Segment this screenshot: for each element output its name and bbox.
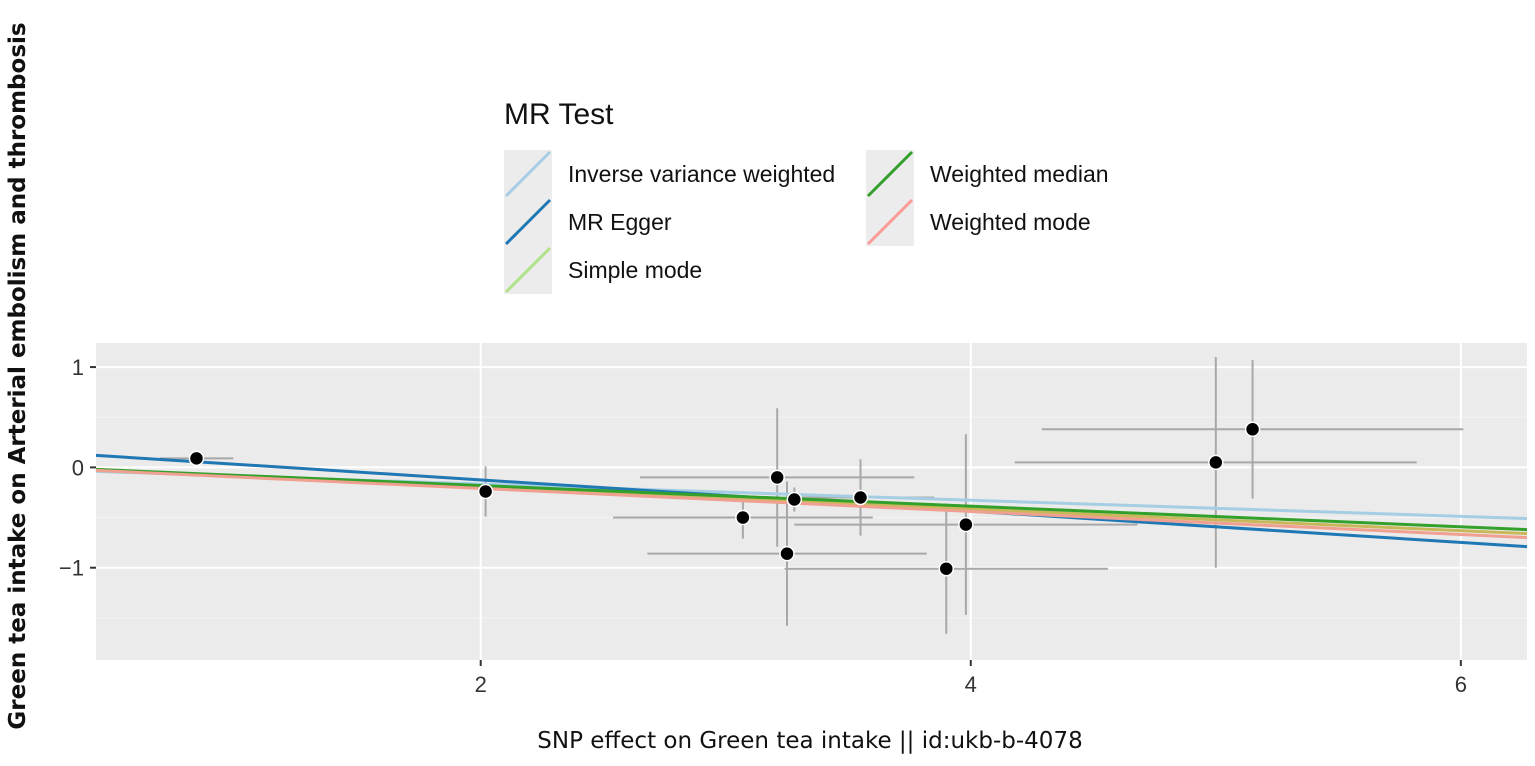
data-point [769, 469, 785, 486]
legend-item-simple-mode: Simple mode [504, 246, 702, 294]
data-point [852, 489, 869, 506]
legend-label: Weighted mode [930, 208, 1091, 235]
legend-key-simple-mode-icon [504, 246, 552, 294]
gridlines [96, 343, 1527, 660]
legend-key-weighted-mode-icon [866, 198, 914, 246]
data-point [188, 450, 205, 467]
y-tick-label: 0 [72, 455, 84, 480]
x-tick-label: 2 [475, 672, 487, 697]
data-point [938, 560, 955, 577]
legend-item-mr-egger: MR Egger [504, 198, 672, 246]
mr-line [95, 467, 1528, 532]
data-point [477, 483, 494, 500]
axis-ticks: 2 4 6 1 0 −1 [59, 355, 1467, 697]
data-point [779, 545, 795, 562]
data-point [735, 509, 751, 526]
data-point [958, 516, 974, 533]
legend-item-weighted-median: Weighted median [866, 150, 1109, 198]
data-points [188, 421, 1261, 577]
legend-key-mr-egger-icon [504, 198, 552, 246]
x-axis-title: SNP effect on Green tea intake || id:ukb… [537, 728, 1083, 754]
legend-label: Simple mode [568, 256, 703, 283]
regression-lines [95, 453, 1528, 549]
legend-title: MR Test [504, 98, 614, 131]
data-point [1208, 454, 1224, 471]
legend-key-weighted-median-icon [866, 150, 914, 198]
y-axis-title: Green tea intake on Arterial embolism an… [5, 22, 31, 730]
legend-label: MR Egger [568, 208, 672, 235]
legend-label: Weighted median [930, 160, 1109, 187]
data-point [1244, 421, 1261, 438]
legend-label: Inverse variance weighted [568, 160, 836, 187]
y-tick-label: 1 [72, 355, 84, 380]
legend-key-ivw-icon [504, 150, 552, 198]
x-tick-label: 4 [965, 672, 977, 697]
legend-item-weighted-mode: Weighted mode [866, 198, 1091, 246]
mr-line [95, 468, 1528, 540]
data-point [786, 491, 803, 508]
y-tick-label: −1 [59, 556, 84, 581]
legend-item-ivw: Inverse variance weighted [504, 150, 835, 198]
x-tick-label: 6 [1455, 672, 1467, 697]
